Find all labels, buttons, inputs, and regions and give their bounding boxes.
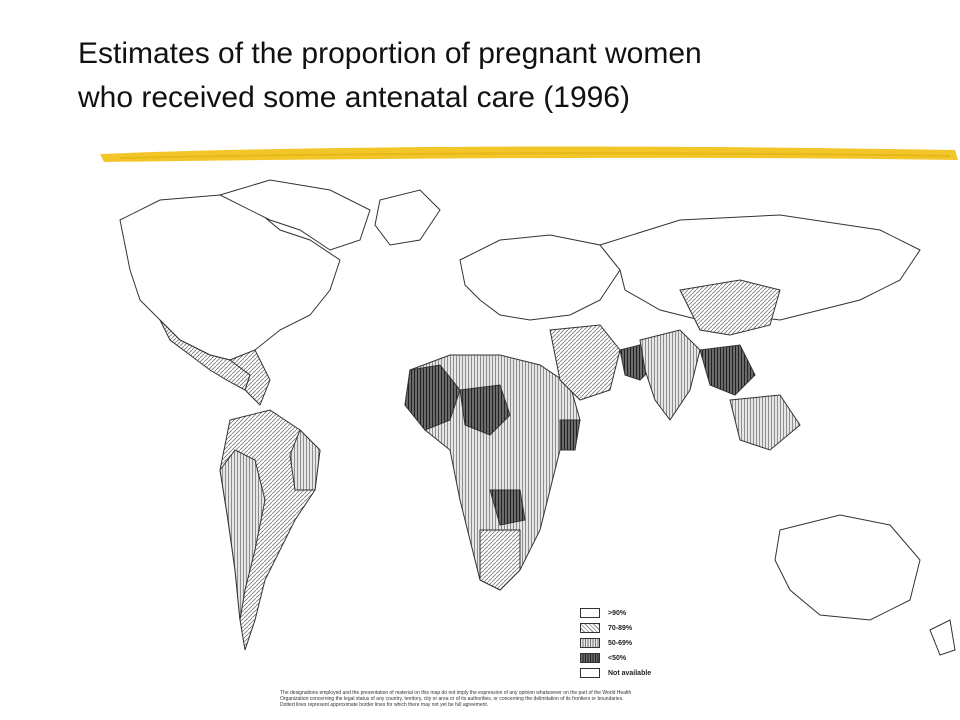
map-disclaimer: The designations employed and the presen… xyxy=(280,690,900,708)
slide-title: Estimates of the proportion of pregnant … xyxy=(78,32,938,120)
legend-item-na: Not available xyxy=(580,666,730,680)
world-map xyxy=(119,179,956,656)
title-line-2: who received some antenatal care (1996) xyxy=(78,81,630,114)
legend-label-na: Not available xyxy=(608,669,652,677)
yellow-brush-rule xyxy=(100,146,958,162)
legend-item-mid-high: 70-89% xyxy=(580,621,730,635)
legend-swatch-low xyxy=(580,653,600,663)
legend-label-high: >90% xyxy=(608,609,627,617)
legend-item-mid: 50-69% xyxy=(580,636,730,650)
legend-label-mid: 50-69% xyxy=(608,639,633,647)
north-america xyxy=(119,179,441,406)
legend-swatch-high xyxy=(580,608,600,618)
title-line-1: Estimates of the proportion of pregnant … xyxy=(78,37,702,70)
map-legend: >90% 70-89% 50-69% <50% Not available xyxy=(580,606,730,681)
africa xyxy=(404,354,581,591)
legend-label-low: <50% xyxy=(608,654,627,662)
legend-swatch-mid xyxy=(580,638,600,648)
legend-swatch-na xyxy=(580,668,600,678)
south-america xyxy=(219,409,321,651)
asia xyxy=(599,214,921,451)
legend-item-low: <50% xyxy=(580,651,730,665)
legend-swatch-mid-high xyxy=(580,623,600,633)
disclaimer-line-3: Dotted lines represent approximate borde… xyxy=(280,702,489,708)
europe xyxy=(459,234,621,321)
disclaimer-line-2: Organization concerning the legal status… xyxy=(280,696,624,702)
australia xyxy=(774,514,956,656)
legend-item-high: >90% xyxy=(580,606,730,620)
legend-label-mid-high: 70-89% xyxy=(608,624,633,632)
disclaimer-line-1: The designations employed and the presen… xyxy=(280,690,632,696)
